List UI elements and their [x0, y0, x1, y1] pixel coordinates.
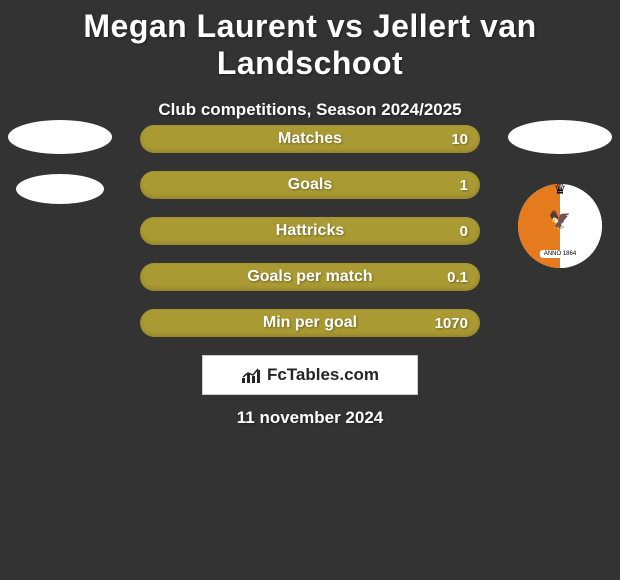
bar-value: 1070	[435, 315, 468, 332]
bar-value: 1	[460, 177, 468, 194]
bar-label: Goals	[288, 176, 332, 194]
bar-goals: Goals 1	[140, 171, 480, 199]
bar-label: Matches	[278, 130, 342, 148]
comparison-subtitle: Club competitions, Season 2024/2025	[0, 100, 620, 120]
snapshot-date: 11 november 2024	[237, 408, 383, 428]
brand-box: FcTables.com	[202, 355, 418, 395]
bar-matches: Matches 10	[140, 125, 480, 153]
eagle-icon: 🦅	[549, 210, 571, 231]
left-ellipse-2	[16, 174, 104, 204]
bar-label: Min per goal	[263, 314, 357, 332]
left-ellipse-1	[8, 120, 112, 154]
bar-value: 10	[451, 131, 468, 148]
bar-value: 0	[460, 223, 468, 240]
right-club-badge: ♛ 🦅 ANNO 1864	[518, 184, 602, 268]
left-player-badges	[8, 120, 112, 224]
brand-text: FcTables.com	[267, 365, 379, 385]
bar-value: 0.1	[447, 269, 468, 286]
bar-label: Goals per match	[247, 268, 372, 286]
comparison-title: Megan Laurent vs Jellert van Landschoot	[0, 0, 620, 82]
chart-icon	[241, 366, 263, 384]
bar-hattricks: Hattricks 0	[140, 217, 480, 245]
badge-ribbon: ANNO 1864	[540, 250, 580, 258]
right-ellipse-1	[508, 120, 612, 154]
bar-min-per-goal: Min per goal 1070	[140, 309, 480, 337]
bar-label: Hattricks	[276, 222, 344, 240]
stat-bars: Matches 10 Goals 1 Hattricks 0 Goals per…	[140, 125, 480, 355]
right-player-badges: ♛ 🦅 ANNO 1864	[508, 120, 612, 268]
crown-icon: ♛	[554, 184, 567, 198]
bar-goals-per-match: Goals per match 0.1	[140, 263, 480, 291]
